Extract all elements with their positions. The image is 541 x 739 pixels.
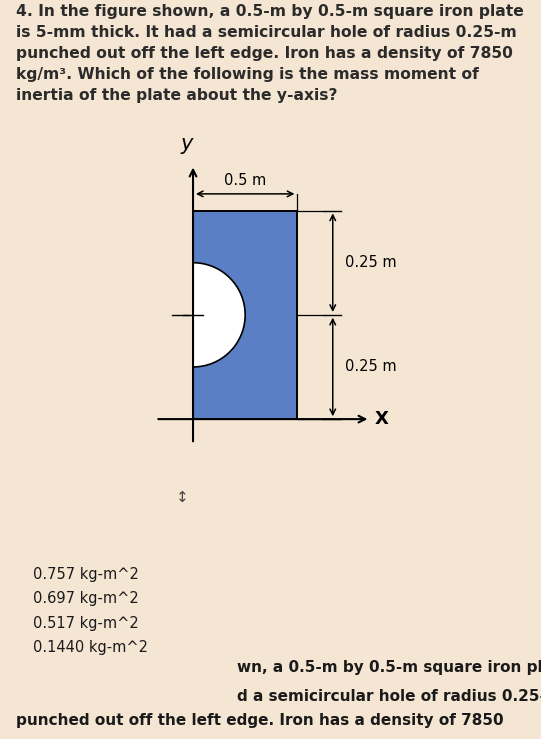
Text: d a semicircular hole of radius 0.25-m: d a semicircular hole of radius 0.25-m xyxy=(236,689,541,704)
Text: wn, a 0.5-m by 0.5-m square iron plate: wn, a 0.5-m by 0.5-m square iron plate xyxy=(236,660,541,675)
Text: punched out off the left edge. Iron has a density of 7850: punched out off the left edge. Iron has … xyxy=(16,713,504,729)
Text: X: X xyxy=(374,410,388,428)
Text: 4. In the figure shown, a 0.5-m by 0.5-m square iron plate
is 5-mm thick. It had: 4. In the figure shown, a 0.5-m by 0.5-m… xyxy=(16,4,524,103)
Bar xyxy=(193,211,298,419)
Text: 0.757 kg-m^2: 0.757 kg-m^2 xyxy=(33,567,139,582)
Bar xyxy=(193,211,298,419)
Polygon shape xyxy=(193,262,245,367)
Text: 0.517 kg-m^2: 0.517 kg-m^2 xyxy=(33,616,138,631)
Text: 0.1440 kg-m^2: 0.1440 kg-m^2 xyxy=(33,640,148,655)
Text: 0.25 m: 0.25 m xyxy=(345,255,397,270)
Text: 0.5 m: 0.5 m xyxy=(224,173,266,188)
Text: 0.697 kg-m^2: 0.697 kg-m^2 xyxy=(33,591,138,606)
Text: ↕: ↕ xyxy=(176,490,189,505)
Text: 0.25 m: 0.25 m xyxy=(345,359,397,375)
Text: y: y xyxy=(181,134,193,154)
